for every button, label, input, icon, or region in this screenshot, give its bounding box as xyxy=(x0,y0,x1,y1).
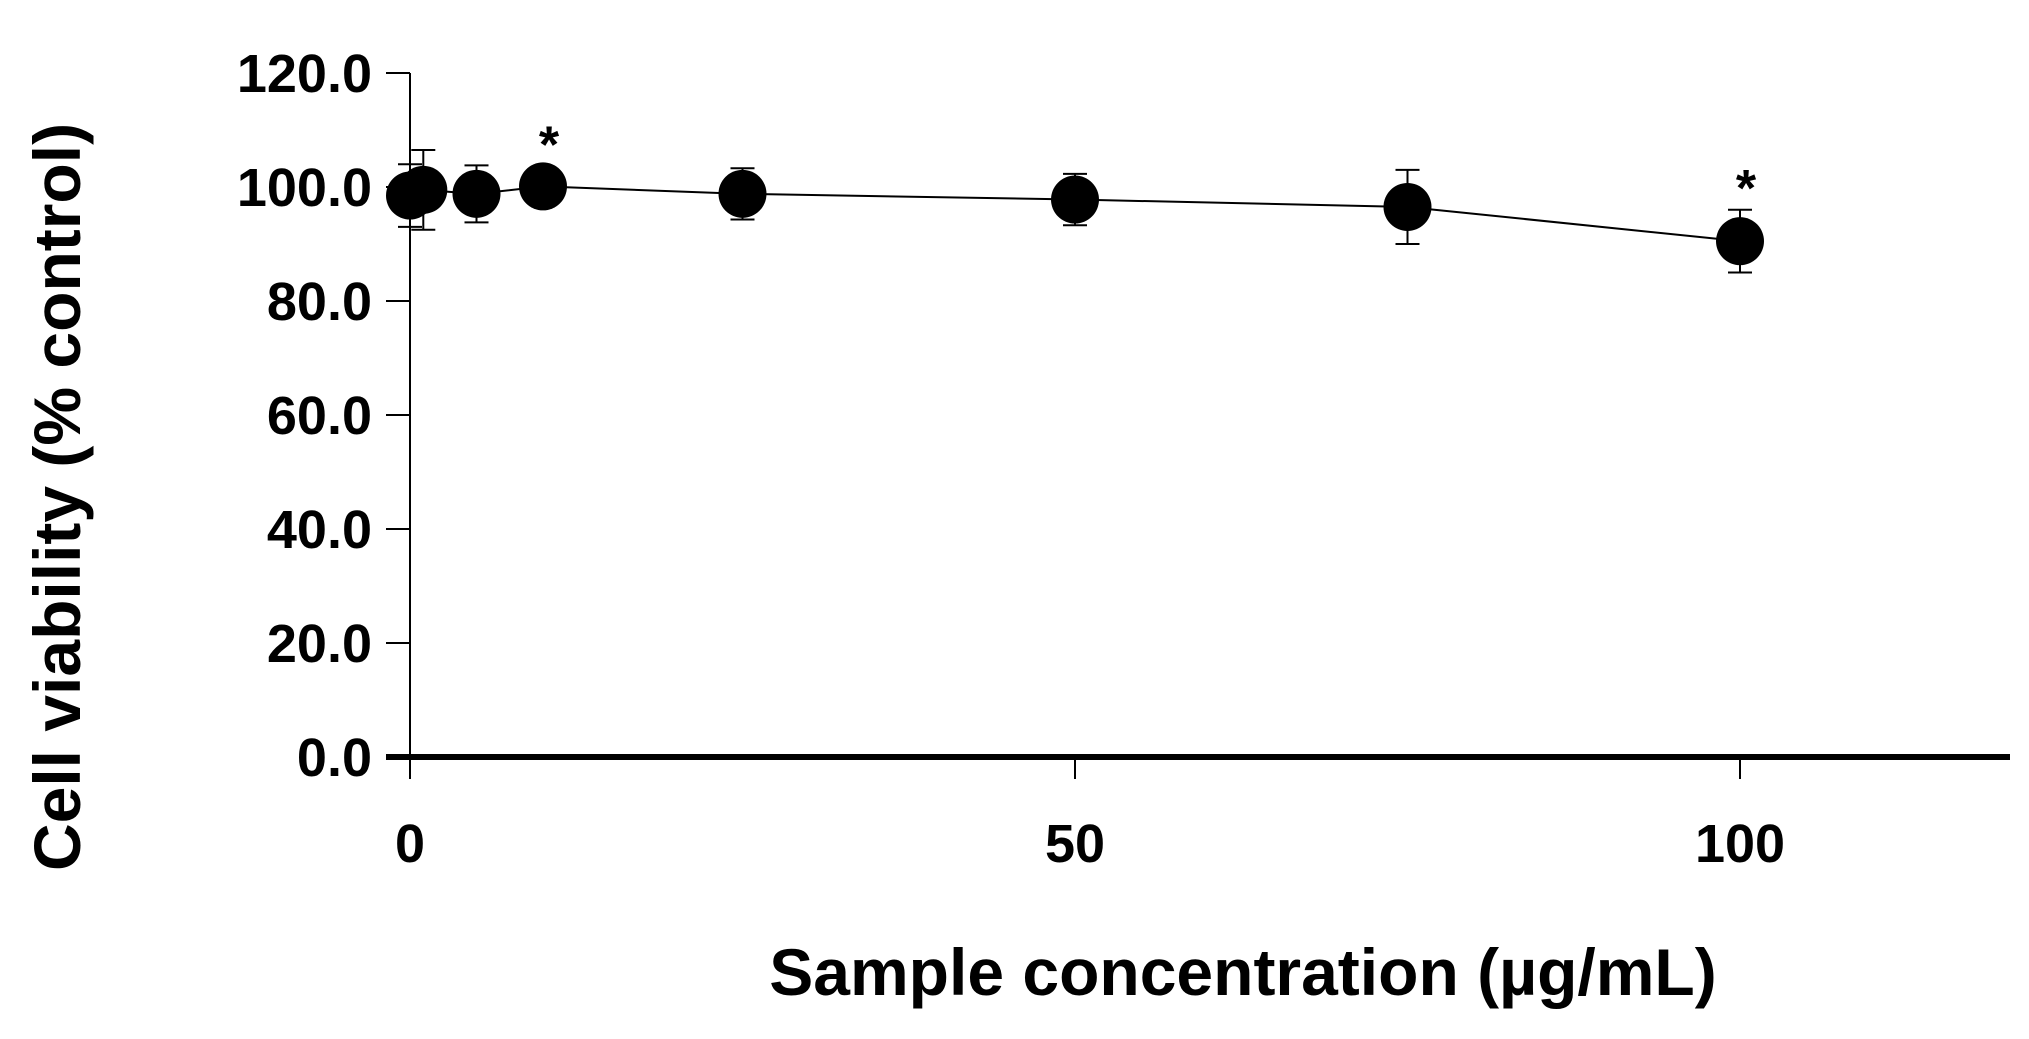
x-tick-label: 100 xyxy=(1695,814,1785,874)
y-axis-title: Cell viability (% control) xyxy=(20,123,94,871)
y-tick-label: 120.0 xyxy=(237,44,372,104)
data-point xyxy=(718,169,767,218)
data-point xyxy=(1051,175,1099,224)
data-point xyxy=(399,165,448,214)
y-tick-label: 20.0 xyxy=(267,614,372,674)
y-tick-label: 100.0 xyxy=(237,158,372,218)
x-axis-title: Sample concentration (µg/mL) xyxy=(769,935,1716,1009)
data-point xyxy=(1383,182,1432,231)
significance-marker: * xyxy=(1736,160,1757,218)
x-tick-label: 50 xyxy=(1045,814,1105,874)
y-tick-label: 80.0 xyxy=(267,272,372,332)
data-point xyxy=(452,169,501,218)
y-tick-label: 60.0 xyxy=(267,386,372,446)
y-tick-label: 40.0 xyxy=(267,500,372,560)
significance-marker: * xyxy=(539,116,560,174)
y-tick-label: 0.0 xyxy=(297,728,372,788)
x-tick-label: 0 xyxy=(395,814,425,874)
data-point xyxy=(1716,217,1764,266)
data-point xyxy=(519,162,567,211)
